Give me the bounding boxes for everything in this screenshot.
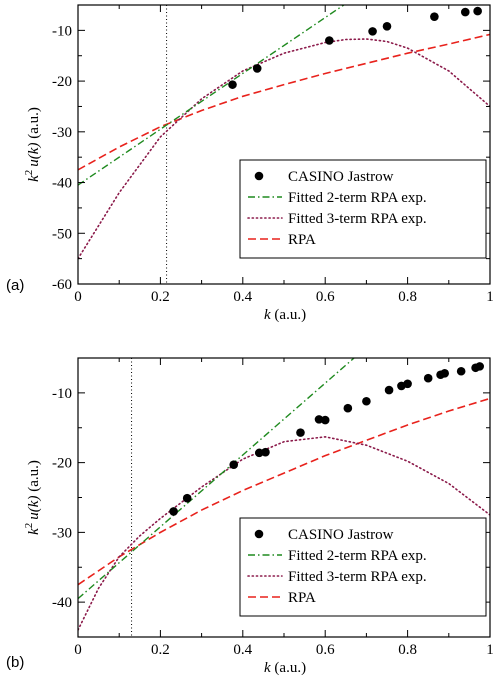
jastrow-point xyxy=(430,12,439,21)
jastrow-point xyxy=(440,369,449,378)
x-tick-label: 0.6 xyxy=(316,642,335,658)
legend: CASINO Jastrow Fitted 2-term RPA exp. Fitt… xyxy=(240,518,486,616)
y-tick-label: -20 xyxy=(52,74,72,90)
jastrow-point xyxy=(403,380,412,389)
panel-a: 0 0.2 0.4 0.6 0.8 1 -60 -50 -40 -30 -20 -10 k (a.u.)… xyxy=(6,5,494,323)
y-tick-label: -10 xyxy=(52,23,72,39)
y-axis-label-unit: (a.u.) xyxy=(26,460,42,495)
jastrow-point xyxy=(383,22,392,31)
y-tick-label: -40 xyxy=(52,176,72,192)
jastrow-point xyxy=(457,367,466,376)
jastrow-point xyxy=(296,428,305,437)
x-tick-label: 0.4 xyxy=(233,289,252,305)
y-axis-label: k2u(k) (a.u.) xyxy=(23,460,42,535)
jastrow-point xyxy=(344,404,353,413)
panel-label: (b) xyxy=(6,654,24,671)
legend: CASINO Jastrow Fitted 2-term RPA exp. Fitt… xyxy=(240,160,486,258)
y-axis-label-sup: 2 xyxy=(23,170,35,176)
legend-marker-jastrow xyxy=(255,530,264,539)
y-tick-label: -60 xyxy=(52,277,72,293)
jastrow-point xyxy=(461,8,470,17)
y-axis-label-sup: 2 xyxy=(23,523,35,529)
y-tick-label: -10 xyxy=(52,386,72,402)
legend-label: RPA xyxy=(288,232,316,248)
panel-label: (a) xyxy=(6,277,24,294)
y-tick-label: -30 xyxy=(52,125,72,141)
jastrow-point xyxy=(424,374,433,383)
x-tick-label: 0 xyxy=(74,642,82,658)
x-axis-label-unit: (a.u.) xyxy=(271,307,306,323)
legend-label: CASINO Jastrow xyxy=(288,169,394,185)
jastrow-point xyxy=(253,64,262,73)
panel-b: 0 0.2 0.4 0.6 0.8 1-40-30-20-10k (a.u.)k2u(k)… xyxy=(6,358,494,676)
legend-label: Fitted 3-term RPA exp. xyxy=(288,211,427,227)
y-tick-label: -30 xyxy=(52,525,72,541)
x-tick-label: 1 xyxy=(486,289,494,305)
y-axis-label: k2u(k) (a.u.) xyxy=(23,107,42,182)
x-tick-label: 0.8 xyxy=(398,642,417,658)
y-axis-label-fn: u(k) xyxy=(26,496,42,520)
x-tick-label: 0.8 xyxy=(398,289,417,305)
legend-label: RPA xyxy=(288,590,316,606)
x-axis-label-unit: (a.u.) xyxy=(271,660,306,676)
y-axis-label-unit: (a.u.) xyxy=(26,107,42,142)
jastrow-point xyxy=(229,460,238,469)
x-tick-label: 0.4 xyxy=(233,642,252,658)
x-tick-label: 1 xyxy=(486,642,494,658)
x-tick-label: 0.2 xyxy=(151,289,170,305)
jastrow-point xyxy=(368,27,377,36)
x-tick-label: 0.2 xyxy=(151,642,170,658)
jastrow-point xyxy=(321,416,330,425)
legend-marker-jastrow xyxy=(255,172,264,181)
x-axis-label: k (a.u.) xyxy=(264,307,306,323)
rpa-curve xyxy=(78,34,490,169)
legend-label: Fitted 3-term RPA exp. xyxy=(288,569,427,585)
x-tick-label: 0 xyxy=(74,289,82,305)
legend-label: Fitted 2-term RPA exp. xyxy=(288,190,427,206)
legend-label: Fitted 2-term RPA exp. xyxy=(288,548,427,564)
jastrow-point xyxy=(385,386,394,395)
jastrow-point xyxy=(473,7,482,16)
y-tick-label: -40 xyxy=(52,595,72,611)
y-axis-label-fn: u(k) xyxy=(26,143,42,167)
x-tick-label: 0.6 xyxy=(316,289,335,305)
jastrow-point xyxy=(183,494,192,503)
legend-label: CASINO Jastrow xyxy=(288,527,394,543)
jastrow-point xyxy=(475,362,484,371)
jastrow-point xyxy=(169,507,178,516)
jastrow-point xyxy=(228,80,237,89)
jastrow-point xyxy=(261,448,270,457)
jastrow-point xyxy=(325,36,334,45)
fit2-curve xyxy=(78,5,344,185)
jastrow-point xyxy=(362,397,371,406)
y-tick-label: -50 xyxy=(52,226,72,242)
x-axis-label: k (a.u.) xyxy=(264,660,306,676)
y-tick-label: -20 xyxy=(52,456,72,472)
